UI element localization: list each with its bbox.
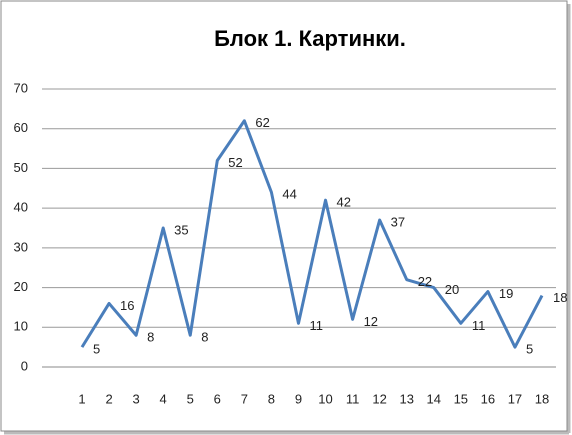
data-label: 35 — [174, 222, 188, 237]
data-label: 11 — [472, 318, 486, 333]
data-label: 42 — [337, 195, 351, 210]
data-label: 18 — [553, 290, 567, 305]
data-label: 12 — [364, 314, 378, 329]
data-label: 19 — [499, 286, 513, 301]
data-label: 44 — [282, 187, 296, 202]
x-tick-label: 9 — [295, 391, 302, 406]
line — [80, 119, 544, 349]
data-label: 37 — [391, 214, 405, 229]
x-tick-label: 3 — [133, 391, 140, 406]
x-tick-label: 7 — [241, 391, 248, 406]
x-tick-label: 12 — [372, 391, 386, 406]
x-tick-label: 8 — [268, 391, 275, 406]
data-label: 8 — [201, 330, 208, 345]
x-tick-label: 11 — [346, 391, 360, 406]
data-label: 11 — [309, 318, 323, 333]
x-tick-label: 10 — [318, 391, 332, 406]
data-label: 16 — [120, 298, 134, 313]
chart-title: Блок 1. Картинки. — [214, 26, 406, 51]
x-tick-label: 6 — [214, 391, 221, 406]
x-tick-label: 13 — [399, 391, 413, 406]
data-label: 5 — [93, 342, 100, 357]
data-label: 52 — [228, 155, 242, 170]
data-label: 62 — [255, 115, 269, 130]
x-tick-label: 5 — [187, 391, 194, 406]
data-label: 5 — [526, 342, 533, 357]
x-tick-label: 4 — [160, 391, 167, 406]
y-tick-label: 40 — [14, 200, 28, 215]
x-tick-label: 14 — [427, 391, 441, 406]
x-tick-label: 16 — [481, 391, 495, 406]
data-label: 8 — [147, 330, 154, 345]
y-tick-label: 0 — [21, 358, 28, 373]
data-label: 20 — [445, 282, 459, 297]
y-tick-label: 60 — [14, 120, 28, 135]
x-tick-label: 15 — [454, 391, 468, 406]
data-label: 22 — [418, 274, 432, 289]
y-tick-label: 10 — [14, 319, 28, 334]
x-tick-label: 17 — [508, 391, 522, 406]
x-tick-label: 18 — [535, 391, 549, 406]
y-tick-label: 50 — [14, 160, 28, 175]
y-tick-label: 30 — [14, 239, 28, 254]
x-tick-label: 2 — [105, 391, 112, 406]
x-tick-label: 1 — [78, 391, 85, 406]
y-tick-label: 70 — [14, 80, 28, 95]
y-tick-label: 20 — [14, 279, 28, 294]
